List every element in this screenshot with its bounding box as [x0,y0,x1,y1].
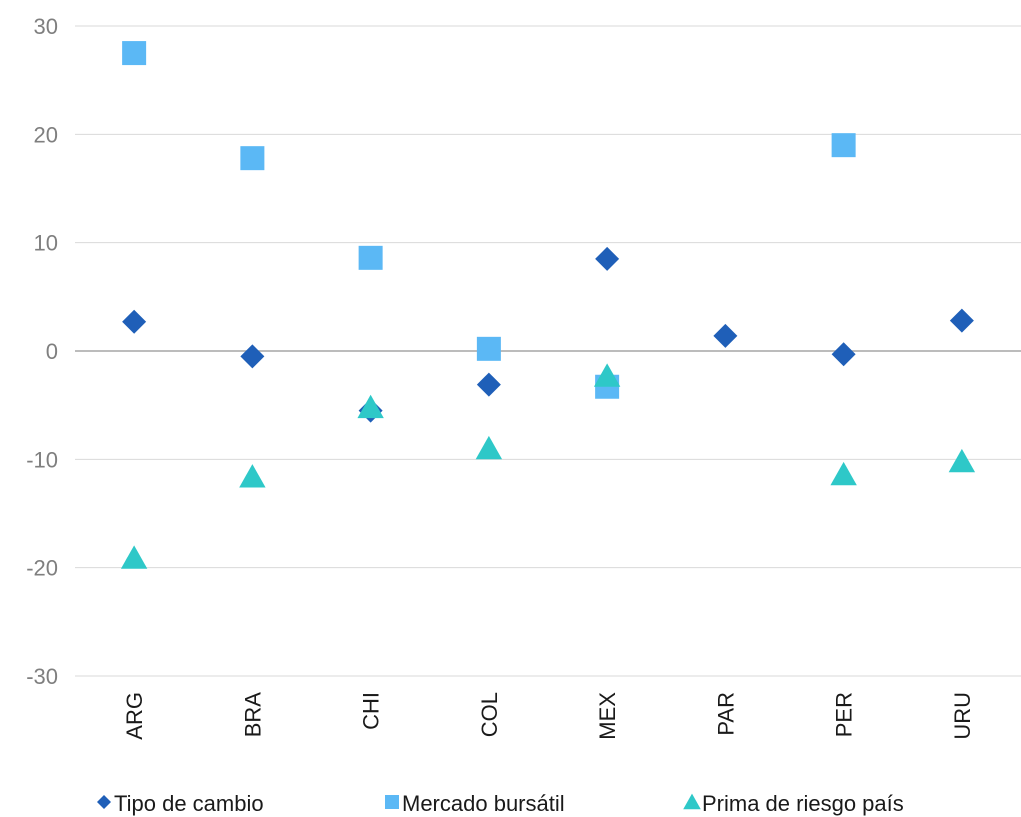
y-tick-label: -20 [26,556,58,581]
legend-triangle-icon [683,793,701,810]
x-category-label: PAR [713,692,738,736]
data-point-square [476,336,501,361]
x-category-label: COL [477,692,502,737]
data-point-triangle [239,464,266,488]
y-tick-label: -10 [26,447,58,472]
x-category-label: MEX [595,692,620,740]
legend-item: Prima de riesgo país [683,791,904,816]
y-tick-label: 0 [46,339,58,364]
x-category-label: BRA [240,692,265,738]
x-axis-category-labels: ARG BRA CHI COL MEX PAR PER URU [122,692,975,740]
legend-label: Prima de riesgo país [702,791,904,816]
data-point-square [122,41,147,66]
data-point-diamond [949,308,974,333]
data-point-triangle [120,545,148,569]
data-point-diamond [831,342,856,367]
gridlines [75,25,1021,677]
data-point-triangle [830,461,857,486]
legend-square-icon [385,795,399,809]
x-category-label: PER [832,692,857,737]
y-tick-label: 10 [34,231,58,256]
data-point-triangle [948,448,976,473]
x-category-label: CHI [359,692,384,730]
data-point-square [358,245,383,270]
data-point-square [240,146,265,171]
y-tick-label: 20 [34,122,58,147]
legend-item: Mercado bursátil [385,791,565,816]
legend: Tipo de cambio Mercado bursátil Prima de r… [97,791,904,816]
y-tick-label: -30 [26,664,58,689]
data-point-triangle [593,363,621,387]
data-point-diamond [240,344,265,369]
legend-item: Tipo de cambio [97,791,264,816]
data-point-diamond [476,372,501,397]
data-point-square [831,133,856,158]
x-category-label: ARG [122,692,147,740]
data-point-diamond [595,246,620,271]
data-markers [120,41,976,569]
legend-label: Mercado bursátil [402,791,565,816]
y-axis-tick-labels: 30 20 10 0 -10 -20 -30 [26,14,58,689]
data-point-diamond [122,309,147,334]
x-category-label: URU [950,692,975,740]
series-square-group [122,41,856,399]
data-point-triangle [475,435,503,460]
legend-diamond-icon [97,795,111,809]
series-diamond-group [122,246,974,423]
series-triangle-group [120,363,976,569]
y-tick-label: 30 [34,14,58,39]
data-point-diamond [713,323,738,348]
data-point-triangle [357,394,384,419]
legend-label: Tipo de cambio [114,791,264,816]
